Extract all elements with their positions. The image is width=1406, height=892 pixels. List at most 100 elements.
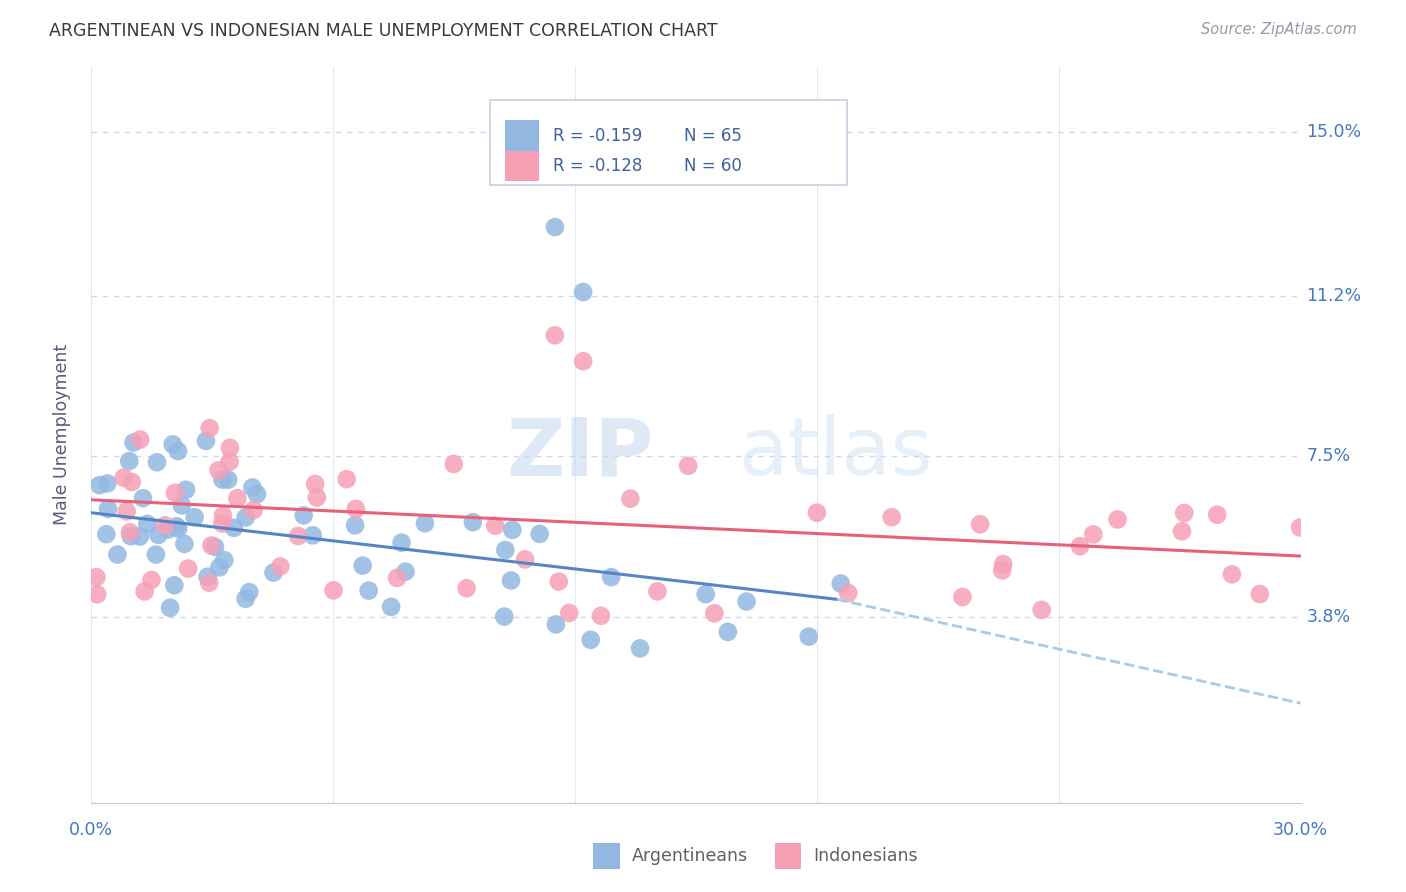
Point [572,285,595,299]
Point [647,584,669,599]
Point [619,491,641,506]
Point [1173,506,1195,520]
Text: ARGENTINEAN VS INDONESIAN MALE UNEMPLOYMENT CORRELATION CHART: ARGENTINEAN VS INDONESIAN MALE UNEMPLOYM… [49,22,718,40]
Point [235,591,257,606]
Point [121,475,143,489]
Point [380,599,402,614]
Text: R = -0.159: R = -0.159 [554,127,643,145]
Text: Indonesians: Indonesians [813,847,918,864]
Text: R = -0.128: R = -0.128 [554,157,643,175]
Point [287,529,309,543]
Point [217,473,239,487]
Point [211,516,233,531]
Point [162,437,184,451]
Point [1249,587,1271,601]
Point [222,521,245,535]
Point [174,483,197,497]
Point [301,528,323,542]
Point [304,477,326,491]
Point [129,433,152,447]
Point [214,553,236,567]
Text: Argentineans: Argentineans [631,847,748,864]
Point [136,516,159,531]
Point [219,441,242,455]
Point [344,501,367,516]
Point [969,517,991,532]
Point [166,519,188,533]
Point [579,632,602,647]
Point [156,523,179,537]
Point [600,570,623,584]
Point [120,529,142,543]
Point [262,566,284,580]
Point [148,528,170,542]
Text: N = 65: N = 65 [683,127,742,145]
Point [322,583,344,598]
Point [96,527,118,541]
Point [198,575,221,590]
FancyBboxPatch shape [491,100,846,185]
Point [344,518,367,533]
Point [211,473,233,487]
Point [547,574,569,589]
Point [806,506,828,520]
Point [194,434,217,448]
Point [385,571,408,585]
Point [394,565,416,579]
Point [443,457,465,471]
Point [145,548,167,562]
Point [352,558,374,573]
Point [305,491,328,505]
Point [89,478,111,492]
Point [159,600,181,615]
Point [501,523,523,537]
Point [558,606,581,620]
Text: 3.8%: 3.8% [1306,607,1351,625]
Point [456,581,478,595]
Point [173,537,195,551]
Point [242,503,264,517]
Text: N = 60: N = 60 [683,157,742,175]
Point [1107,512,1129,526]
Point [461,515,484,529]
Point [357,583,380,598]
Point [676,458,699,473]
Point [544,328,567,343]
Point [170,499,193,513]
Point [1220,567,1243,582]
Point [204,540,226,554]
Point [494,609,516,624]
Point [246,487,269,501]
Point [880,510,903,524]
Point [118,525,141,540]
Point [218,455,240,469]
Point [146,455,169,469]
Point [544,220,567,235]
Point [86,570,108,584]
Point [163,578,186,592]
Text: Source: ZipAtlas.com: Source: ZipAtlas.com [1201,22,1357,37]
Point [837,586,859,600]
Text: atlas: atlas [738,414,932,492]
Point [413,516,436,531]
Point [695,587,717,601]
Point [952,590,974,604]
Point [572,354,595,368]
Point [544,617,567,632]
Point [167,444,190,458]
Point [200,538,222,552]
Y-axis label: Male Unemployment: Male Unemployment [52,344,70,525]
Point [86,587,108,601]
Bar [505,151,538,181]
Point [122,435,145,450]
Point [112,471,135,485]
Point [717,624,740,639]
Point [703,607,725,621]
Point [499,574,522,588]
Point [134,584,156,599]
Text: ZIP: ZIP [506,414,654,492]
Point [96,476,118,491]
Point [153,518,176,533]
Point [735,594,758,608]
Point [97,501,120,516]
